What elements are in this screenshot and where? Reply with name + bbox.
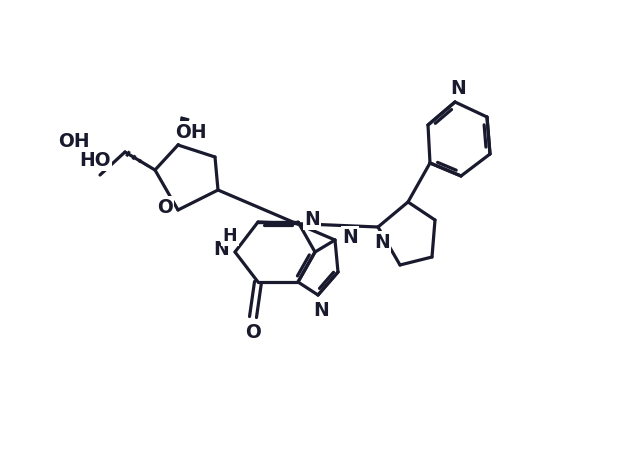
- Text: O: O: [157, 197, 173, 217]
- Text: N: N: [304, 210, 320, 228]
- Text: O: O: [245, 323, 261, 343]
- Text: OH: OH: [58, 132, 90, 150]
- Text: N: N: [342, 227, 358, 246]
- Text: N: N: [450, 78, 466, 97]
- Text: N: N: [374, 233, 390, 251]
- Text: N: N: [313, 300, 329, 320]
- Text: HO: HO: [79, 150, 111, 170]
- Polygon shape: [178, 117, 189, 145]
- Text: N: N: [213, 240, 229, 259]
- Text: H: H: [223, 227, 237, 245]
- Text: OH: OH: [175, 123, 207, 141]
